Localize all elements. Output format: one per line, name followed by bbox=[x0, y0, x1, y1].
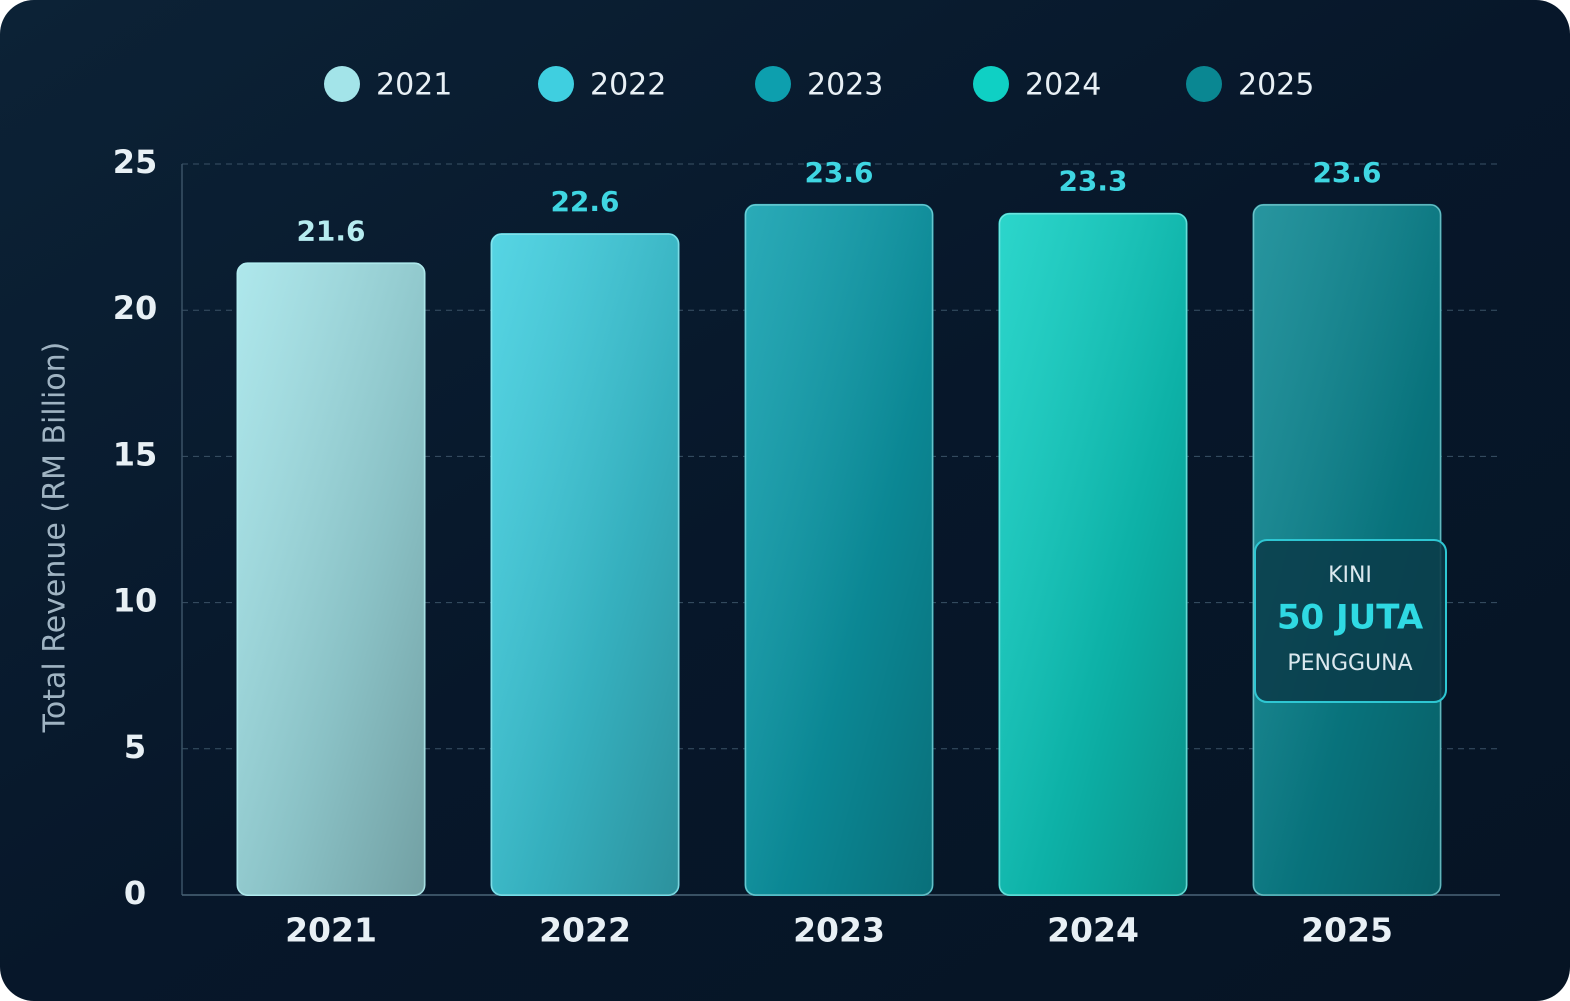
x-tick-label: 2021 bbox=[285, 911, 377, 950]
legend-label: 2024 bbox=[1025, 68, 1101, 103]
x-tick-label: 2024 bbox=[1047, 911, 1139, 950]
legend-swatch bbox=[973, 66, 1009, 102]
annotation-text: KINI bbox=[1328, 563, 1372, 588]
legend-swatch bbox=[324, 66, 360, 102]
y-tick-label: 15 bbox=[113, 435, 158, 473]
bar-shade bbox=[998, 212, 1188, 896]
bar-shade bbox=[490, 233, 680, 896]
legend-swatch bbox=[538, 66, 574, 102]
legend-label: 2021 bbox=[376, 68, 452, 103]
value-label: 23.6 bbox=[1312, 156, 1381, 189]
legend-swatch bbox=[1186, 66, 1222, 102]
y-tick-label: 20 bbox=[113, 289, 158, 327]
legend-swatch bbox=[755, 66, 791, 102]
y-tick-label: 5 bbox=[124, 728, 146, 766]
y-tick-label: 25 bbox=[113, 143, 158, 181]
annotation-text: 50 JUTA bbox=[1277, 598, 1424, 638]
y-tick-label: 0 bbox=[124, 874, 146, 912]
x-tick-label: 2023 bbox=[793, 911, 885, 950]
legend-label: 2025 bbox=[1238, 68, 1314, 103]
legend-label: 2023 bbox=[807, 68, 883, 103]
y-tick-label: 10 bbox=[113, 582, 158, 620]
value-label: 23.6 bbox=[804, 156, 873, 189]
bar-shade bbox=[744, 204, 934, 896]
y-axis-label: Total Revenue (RM Billion) bbox=[38, 342, 73, 734]
legend-label: 2022 bbox=[590, 68, 666, 103]
value-label: 21.6 bbox=[296, 214, 365, 247]
value-label: 23.3 bbox=[1058, 165, 1127, 198]
bar-shade bbox=[236, 262, 426, 896]
annotation-box bbox=[1254, 539, 1447, 703]
x-tick-label: 2025 bbox=[1301, 911, 1393, 950]
annotation-text: PENGGUNA bbox=[1287, 651, 1412, 676]
x-tick-label: 2022 bbox=[539, 911, 631, 950]
value-label: 22.6 bbox=[550, 185, 619, 218]
